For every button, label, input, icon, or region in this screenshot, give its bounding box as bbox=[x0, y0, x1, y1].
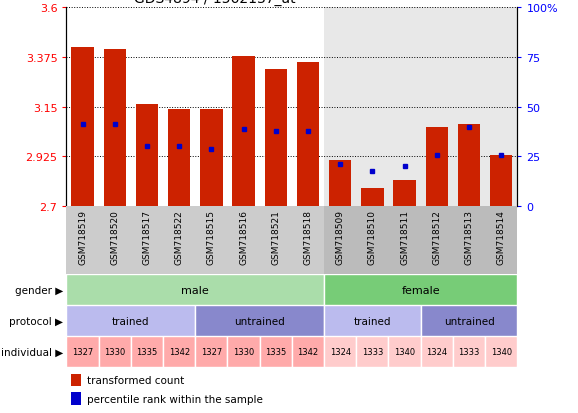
Bar bbox=[195, 337, 228, 368]
Text: GDS4894 / 1562137_at: GDS4894 / 1562137_at bbox=[134, 0, 296, 6]
Text: 1324: 1324 bbox=[426, 348, 447, 356]
Bar bbox=[356, 337, 388, 368]
Text: 1330: 1330 bbox=[233, 348, 254, 356]
Bar bbox=[66, 306, 195, 337]
Text: 1335: 1335 bbox=[265, 348, 287, 356]
Bar bbox=[297, 63, 319, 206]
Bar bbox=[324, 206, 517, 275]
Text: untrained: untrained bbox=[234, 316, 285, 326]
Text: gender ▶: gender ▶ bbox=[15, 285, 63, 295]
Bar bbox=[485, 337, 517, 368]
Text: GSM718517: GSM718517 bbox=[143, 210, 151, 265]
Text: trained: trained bbox=[112, 316, 150, 326]
Text: 1324: 1324 bbox=[329, 348, 351, 356]
Text: 1327: 1327 bbox=[201, 348, 222, 356]
Bar bbox=[260, 337, 292, 368]
Text: GSM718510: GSM718510 bbox=[368, 210, 377, 265]
Text: GSM718514: GSM718514 bbox=[497, 210, 506, 265]
Text: GSM718519: GSM718519 bbox=[78, 210, 87, 265]
Text: percentile rank within the sample: percentile rank within the sample bbox=[87, 394, 262, 404]
Text: 1330: 1330 bbox=[104, 348, 125, 356]
Text: 1327: 1327 bbox=[72, 348, 93, 356]
Text: GSM718516: GSM718516 bbox=[239, 210, 248, 265]
Bar bbox=[265, 70, 287, 206]
Bar bbox=[421, 337, 453, 368]
Bar bbox=[200, 109, 223, 206]
Text: GSM718513: GSM718513 bbox=[465, 210, 473, 265]
Text: 1342: 1342 bbox=[169, 348, 190, 356]
Bar bbox=[131, 337, 163, 368]
Bar bbox=[228, 337, 260, 368]
Bar bbox=[168, 109, 191, 206]
Text: GSM718515: GSM718515 bbox=[207, 210, 216, 265]
Bar bbox=[388, 337, 421, 368]
Bar bbox=[453, 337, 485, 368]
Text: 1340: 1340 bbox=[394, 348, 415, 356]
Bar bbox=[425, 127, 448, 206]
Text: GSM718511: GSM718511 bbox=[400, 210, 409, 265]
Text: male: male bbox=[181, 285, 209, 295]
Bar bbox=[393, 180, 416, 206]
Bar bbox=[163, 337, 195, 368]
Text: 1340: 1340 bbox=[491, 348, 512, 356]
Bar bbox=[195, 306, 324, 337]
Bar bbox=[324, 8, 517, 206]
Bar bbox=[232, 57, 255, 206]
Bar bbox=[421, 306, 517, 337]
Bar bbox=[66, 275, 324, 306]
Text: GSM718518: GSM718518 bbox=[303, 210, 313, 265]
Text: individual ▶: individual ▶ bbox=[1, 347, 63, 357]
Bar bbox=[490, 156, 513, 206]
Text: GSM718521: GSM718521 bbox=[271, 210, 280, 265]
Text: 1342: 1342 bbox=[298, 348, 318, 356]
Bar bbox=[99, 337, 131, 368]
Bar bbox=[71, 48, 94, 206]
Text: 1333: 1333 bbox=[362, 348, 383, 356]
Text: GSM718512: GSM718512 bbox=[432, 210, 441, 265]
Text: transformed count: transformed count bbox=[87, 375, 184, 385]
Bar bbox=[458, 125, 480, 206]
Bar bbox=[324, 337, 356, 368]
Bar bbox=[71, 374, 81, 386]
Text: GSM718522: GSM718522 bbox=[175, 210, 184, 264]
Bar bbox=[361, 189, 384, 206]
Bar bbox=[136, 105, 158, 206]
Text: protocol ▶: protocol ▶ bbox=[9, 316, 63, 326]
Text: trained: trained bbox=[354, 316, 391, 326]
Text: GSM718520: GSM718520 bbox=[110, 210, 119, 265]
Bar bbox=[324, 306, 421, 337]
Bar bbox=[292, 337, 324, 368]
Text: untrained: untrained bbox=[444, 316, 494, 326]
Text: 1333: 1333 bbox=[458, 348, 480, 356]
Text: female: female bbox=[401, 285, 440, 295]
Text: GSM718509: GSM718509 bbox=[336, 210, 344, 265]
Bar bbox=[329, 160, 351, 206]
Bar bbox=[103, 50, 126, 206]
Text: 1335: 1335 bbox=[136, 348, 158, 356]
Bar bbox=[71, 392, 81, 405]
Bar bbox=[66, 337, 99, 368]
Bar bbox=[324, 275, 517, 306]
